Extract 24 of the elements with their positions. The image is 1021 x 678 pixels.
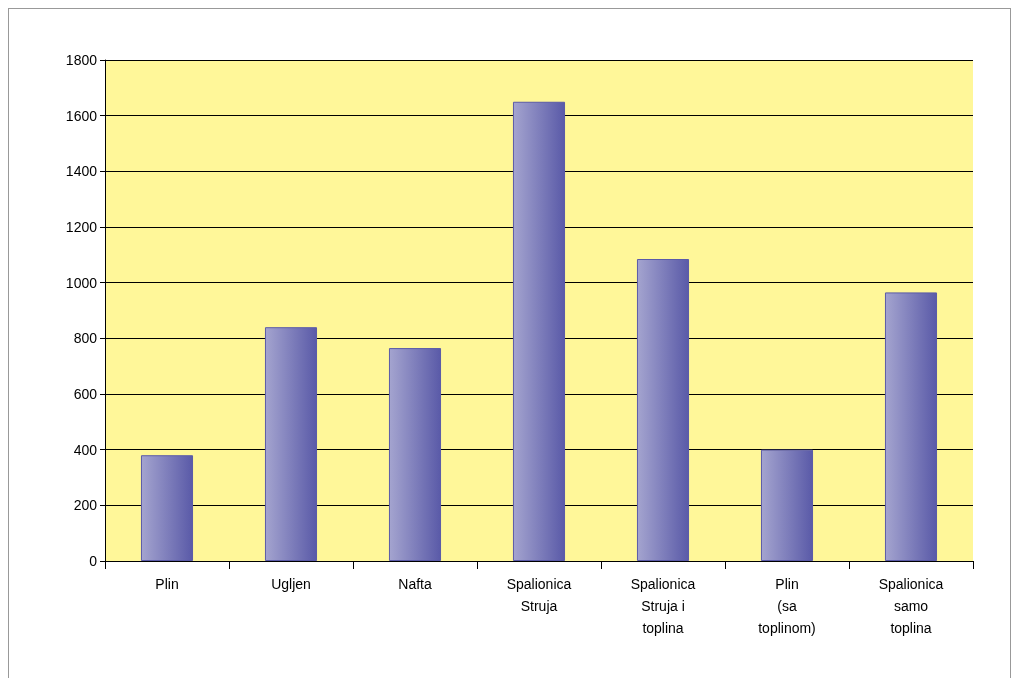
bar [884, 292, 938, 561]
x-tick-label: Spalionica samo toplina [878, 576, 944, 636]
y-tick-label: 400 [73, 441, 98, 458]
x-tick-label: Ugljen [271, 576, 311, 592]
y-tick-label: 200 [73, 497, 98, 514]
bar [512, 101, 566, 561]
y-tick-label: 1800 [65, 52, 98, 68]
y-tick-label: 0 [89, 553, 98, 569]
x-tick-label: Spalionica Struja i toplina [630, 576, 696, 636]
y-tick-label: 1400 [65, 163, 98, 180]
y-tick-label: 800 [73, 330, 98, 347]
x-tick-label: Plin (sa toplinom) [758, 576, 816, 636]
y-tick-label: 1600 [65, 107, 98, 124]
x-tick-label: Plin [155, 576, 179, 592]
x-tick-label: Spalionica Struja [506, 576, 572, 614]
bar [140, 455, 194, 561]
y-tick-label: 1000 [65, 274, 98, 291]
bar [760, 449, 814, 561]
y-tick-label: 600 [73, 386, 98, 402]
bar [388, 348, 442, 561]
bar [636, 259, 690, 561]
bar [264, 327, 318, 561]
y-tick-label: 1200 [65, 219, 98, 235]
x-tick-label: Nafta [398, 576, 432, 592]
